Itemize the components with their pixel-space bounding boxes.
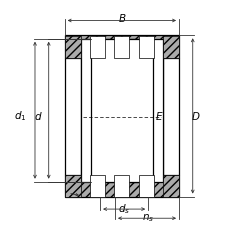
Bar (138, 36, 153, 58)
Bar (162, 36, 178, 58)
Bar (64, 175, 178, 196)
Bar (64, 36, 80, 58)
Bar (90, 36, 104, 58)
Text: $n_s$: $n_s$ (142, 212, 154, 224)
Bar (114, 36, 129, 58)
Text: $r$: $r$ (63, 186, 70, 197)
Bar (91, 39, 152, 182)
Text: $D$: $D$ (191, 110, 200, 123)
Bar (64, 175, 80, 197)
Bar (64, 35, 178, 58)
Bar (90, 175, 104, 197)
Text: $d_1$: $d_1$ (14, 110, 26, 123)
Text: $d_s$: $d_s$ (117, 202, 130, 216)
Bar (114, 175, 129, 197)
Bar (64, 58, 80, 175)
Text: $E$: $E$ (155, 110, 163, 123)
Bar (162, 58, 178, 175)
Text: $d$: $d$ (34, 110, 43, 123)
Bar (80, 39, 162, 182)
Bar (162, 175, 178, 197)
Bar (138, 175, 153, 197)
Text: $B$: $B$ (117, 12, 125, 24)
